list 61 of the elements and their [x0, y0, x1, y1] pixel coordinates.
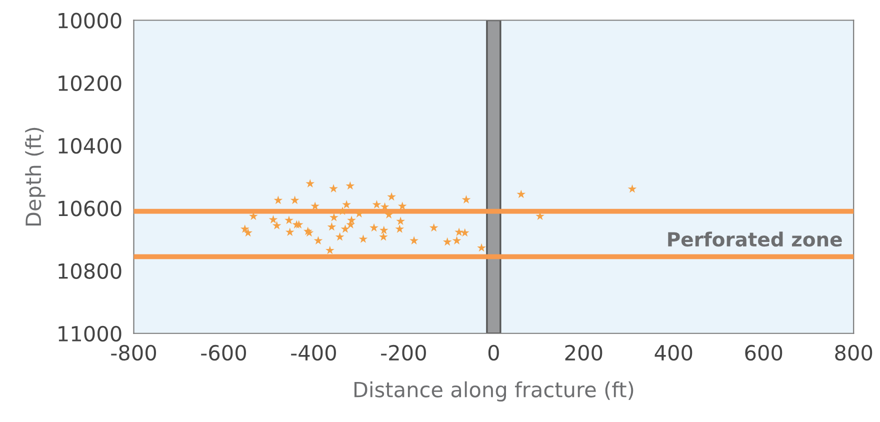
point	[462, 195, 471, 204]
point	[454, 228, 464, 236]
point	[410, 236, 418, 244]
point	[384, 210, 394, 218]
x-tick-label: -400	[291, 344, 336, 361]
point	[274, 196, 283, 204]
point	[284, 216, 294, 224]
point	[268, 215, 278, 224]
point	[395, 224, 404, 233]
x-tick-label: 0	[488, 344, 499, 361]
point	[370, 223, 378, 232]
point	[272, 221, 282, 230]
point	[372, 200, 382, 208]
point	[290, 196, 300, 204]
x-tick-label: -600	[201, 344, 246, 361]
point	[310, 202, 320, 210]
point	[285, 228, 294, 236]
point	[338, 206, 347, 216]
point	[325, 246, 334, 254]
y-tick-label: 10600	[58, 200, 122, 216]
y-tick-label: 10000	[58, 12, 122, 28]
x-tick-label: -200	[381, 344, 426, 361]
point	[340, 224, 350, 233]
y-tick-label: 10200	[58, 75, 122, 92]
point	[442, 237, 452, 246]
point	[329, 184, 338, 192]
y-tick-label: 10800	[58, 263, 122, 279]
point	[330, 212, 338, 222]
point	[398, 202, 407, 210]
x-tick-label: -800	[111, 344, 156, 361]
x-axis-title: Distance along fracture (ft)	[354, 381, 634, 402]
x-tick-label: 800	[835, 344, 872, 361]
point	[249, 212, 258, 220]
point	[429, 223, 438, 232]
x-tick-label: 600	[745, 344, 782, 361]
point	[354, 209, 364, 218]
point	[244, 228, 252, 237]
point	[335, 232, 344, 241]
x-tick-label: 400	[654, 344, 692, 361]
point	[342, 200, 351, 208]
point	[346, 181, 355, 190]
point	[379, 232, 388, 241]
point	[477, 243, 486, 252]
point	[314, 236, 323, 244]
point	[536, 212, 544, 220]
point	[628, 184, 637, 193]
point	[327, 222, 336, 231]
x-tick-label: 200	[565, 344, 602, 361]
point	[240, 224, 250, 233]
point	[306, 179, 315, 188]
y-axis-title: Depth (ft)	[25, 128, 46, 226]
annotation: Perforated zone	[668, 232, 842, 247]
point	[452, 236, 462, 244]
point	[387, 192, 396, 201]
point	[516, 190, 526, 198]
y-tick-label: 10400	[58, 138, 122, 154]
point	[379, 226, 388, 234]
y-tick-label: 11000	[58, 326, 122, 342]
point	[380, 202, 390, 211]
point	[358, 234, 368, 243]
point	[396, 216, 405, 226]
